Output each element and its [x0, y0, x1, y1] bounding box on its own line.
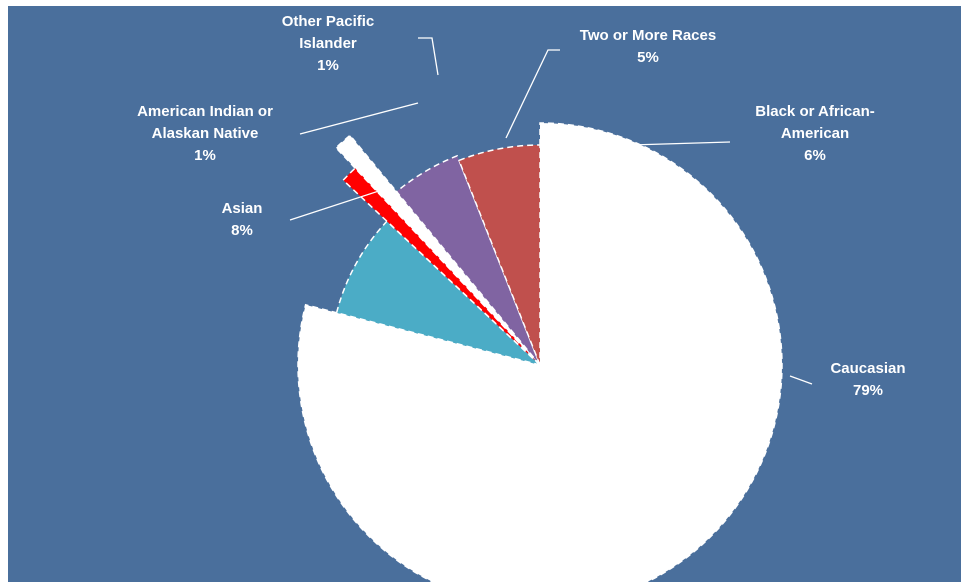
data-label-category: Islander [299, 35, 357, 52]
pie-slice-two-or-more-races [395, 154, 541, 366]
data-label-category: Caucasian [830, 360, 905, 377]
data-label-category: Black or African- [755, 103, 874, 120]
data-label: American Indian or Alaskan Native 1% [137, 103, 273, 164]
leader-line [789, 375, 813, 385]
pie-slice-american-indian-or-alaskan-native [342, 167, 541, 366]
leader-line [418, 37, 439, 76]
leader-line [629, 141, 731, 146]
data-label: Two or More Races 5% [580, 27, 716, 66]
leader-line [289, 189, 383, 221]
pie-slice-black-or-african-american [458, 144, 541, 366]
data-label-value: 79% [853, 382, 883, 399]
data-label-category: Asian [222, 200, 263, 217]
pie-slice-native-hawaiian-or-other-pacific-islander [334, 134, 541, 366]
pie-slice-caucasian [297, 122, 783, 582]
data-label: Black or African- American 6% [755, 103, 874, 164]
data-label-category: American Indian or [137, 103, 273, 120]
data-label-value: 1% [317, 57, 339, 74]
data-label-category: American [781, 125, 849, 142]
data-label-category: Two or More Races [580, 27, 716, 44]
data-label-value: 6% [804, 147, 826, 164]
data-label-category: Native Hawaiian or [261, 0, 395, 8]
data-label: Native Hawaiian or Other Pacific Islander 1… [261, 0, 395, 74]
data-label-value: 8% [231, 222, 253, 239]
data-label-value: 5% [637, 49, 659, 66]
data-label-category: Other Pacific [282, 13, 375, 30]
data-label-category: Alaskan Native [152, 125, 259, 142]
data-label-value: 1% [194, 147, 216, 164]
data-label: Caucasian 79% [830, 360, 905, 399]
data-label: Asian 8% [222, 200, 263, 239]
leader-line [505, 49, 560, 139]
pie-slice-asian [335, 220, 541, 366]
leader-line [299, 102, 419, 135]
